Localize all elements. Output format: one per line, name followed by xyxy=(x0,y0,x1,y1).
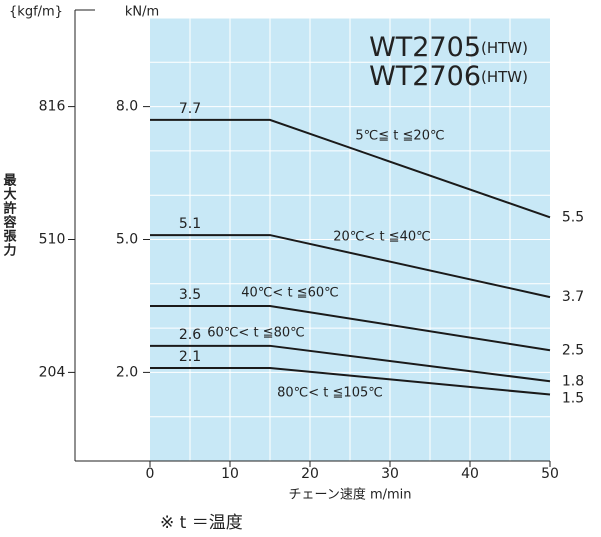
x-tick-label: 20 xyxy=(301,466,319,482)
y-tick-label: 8.0 xyxy=(116,99,138,115)
y2-tick-label: 510 xyxy=(39,232,66,248)
series-name: 60℃< t ≦80℃ xyxy=(207,326,304,341)
start-label: 2.1 xyxy=(179,349,201,365)
series-line xyxy=(150,234,551,299)
end-label: 1.5 xyxy=(562,391,584,407)
series-name: 40℃< t ≦60℃ xyxy=(241,286,338,301)
start-label: 2.6 xyxy=(179,327,201,343)
end-label: 2.5 xyxy=(562,342,584,358)
end-label: 1.8 xyxy=(562,373,584,389)
start-label: 5.1 xyxy=(179,216,201,232)
title: WT2705(HTW)WT2706(HTW) xyxy=(369,32,528,92)
series-name: 80℃< t ≦105℃ xyxy=(277,386,383,401)
title-text: WT2705 xyxy=(369,32,481,63)
x-tick-label: 50 xyxy=(541,466,559,482)
title-suffix: (HTW) xyxy=(481,39,528,57)
y2-unit: {kgf/m} xyxy=(9,5,63,20)
x-tick-label: 0 xyxy=(146,466,155,482)
series-line xyxy=(150,304,551,352)
end-label: 5.5 xyxy=(562,209,584,225)
y2-tick-label: 204 xyxy=(39,364,66,380)
x-tick-label: 30 xyxy=(381,466,399,482)
x-tick-label: 40 xyxy=(461,466,479,482)
end-label: 3.7 xyxy=(562,289,584,305)
y-tick-label: 5.0 xyxy=(116,232,138,248)
series-line xyxy=(150,366,551,396)
x-tick-label: 10 xyxy=(221,466,239,482)
series-line xyxy=(150,118,551,219)
y2-tick-label: 816 xyxy=(39,99,66,115)
y-label: 最大許容張力 xyxy=(1,173,18,257)
title-suffix: (HTW) xyxy=(481,68,528,86)
y-tick-label: 2.0 xyxy=(116,364,138,380)
x-label: チェーン速度 m/min xyxy=(288,487,411,503)
series-line xyxy=(150,344,551,383)
y-unit: kN/m xyxy=(125,5,159,20)
start-label: 3.5 xyxy=(179,287,201,303)
title-text: WT2706 xyxy=(369,61,481,92)
start-label: 7.7 xyxy=(179,101,201,117)
series-name: 20℃< t ≦40℃ xyxy=(333,230,430,245)
note: ※ t ＝温度 xyxy=(160,513,243,533)
title-line: WT2706(HTW) xyxy=(369,61,528,92)
title-line: WT2705(HTW) xyxy=(369,32,528,63)
series-name: 5℃≦ t ≦20℃ xyxy=(355,129,444,144)
